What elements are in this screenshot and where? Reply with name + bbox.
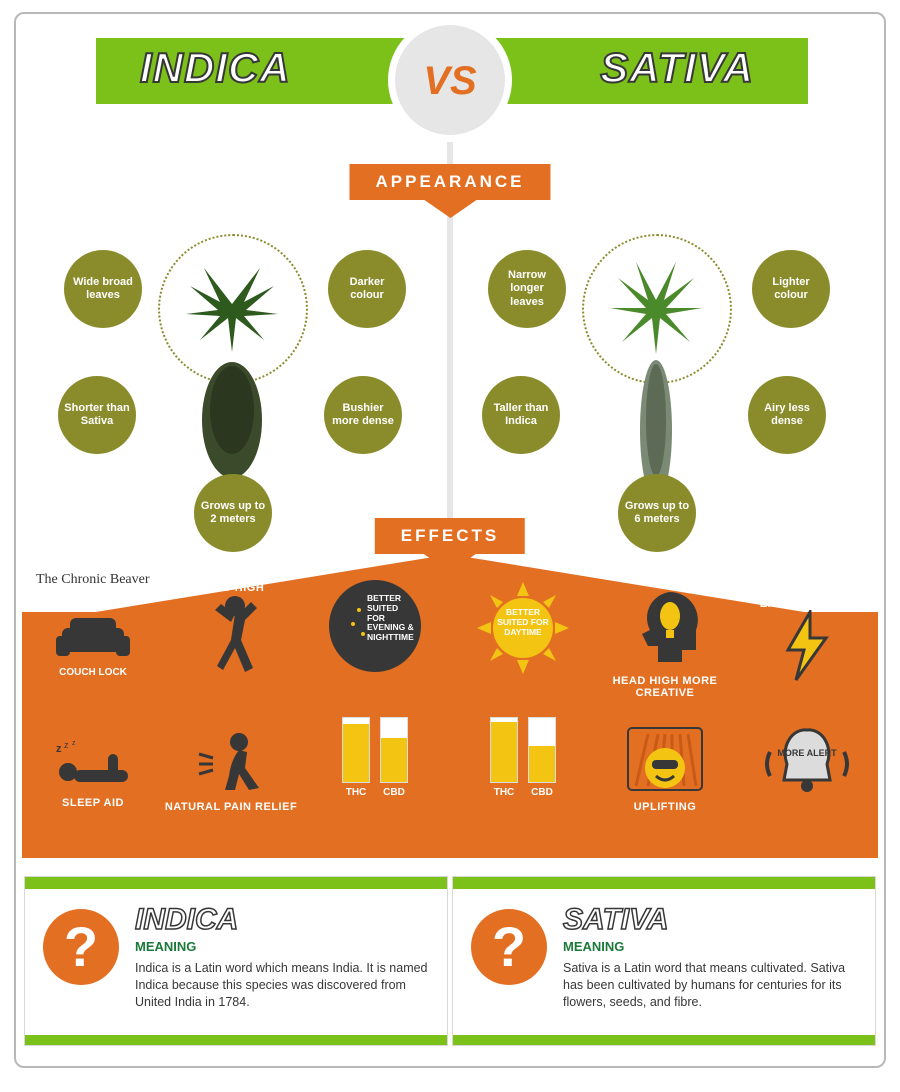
- effect-relaxing: RELAXING COUCH LOCK: [24, 594, 162, 678]
- appearance-bubble: Bushier more dense: [324, 376, 402, 454]
- bell-icon: [762, 724, 852, 800]
- moon-icon: BETTER SUITED FOR EVENING & NIGHTTIME: [329, 580, 421, 672]
- infographic-frame: INDICA SATIVA VS APPEARANCE Wide broad l…: [14, 12, 886, 1068]
- effects-sativa: BETTER SUITED FOR DAYTIME HEAD HIGH MORE…: [448, 612, 878, 858]
- appearance-bubble: Narrow longer leaves: [488, 250, 566, 328]
- credit-text: The Chronic Beaver: [36, 572, 150, 588]
- appearance-bubble: Airy less dense: [748, 376, 826, 454]
- svg-text:z: z: [64, 740, 69, 750]
- thc-cbd-indica: THC CBD: [306, 730, 444, 798]
- header-indica: INDICA: [140, 44, 291, 92]
- section-effects: EFFECTS: [375, 518, 525, 554]
- header-sativa: SATIVA: [600, 44, 754, 92]
- appearance-bubble: Shorter than Sativa: [58, 376, 136, 454]
- effect-body-high: BODY HIGH: [162, 578, 300, 681]
- sleep-icon: zzz: [50, 740, 136, 788]
- meaning-card-sativa: ? SATIVA MEANING Sativa is a Latin word …: [452, 876, 876, 1046]
- bolt-icon: [780, 610, 834, 682]
- thc-cbd-sativa: THC CBD: [454, 730, 592, 798]
- appearance-bubble: Grows up to 6 meters: [618, 474, 696, 552]
- meaning-desc-sativa: Sativa is a Latin word that means cultiv…: [563, 960, 857, 1011]
- effect-uplifting: UPLIFTING: [596, 726, 734, 813]
- vs-text: VS: [423, 59, 476, 103]
- section-appearance: APPEARANCE: [349, 164, 550, 200]
- effects-indica: RELAXING COUCH LOCK BODY HIGH BETTER SUI…: [22, 612, 452, 858]
- effect-nighttime: BETTER SUITED FOR EVENING & NIGHTTIME: [306, 580, 444, 672]
- dancing-icon: [201, 594, 261, 676]
- meaning-title-sativa: SATIVA: [563, 903, 857, 937]
- appearance-bubble: Grows up to 2 meters: [194, 474, 272, 552]
- meaning-card-indica: ? INDICA MEANING Indica is a Latin word …: [24, 876, 448, 1046]
- question-icon: ?: [471, 909, 547, 985]
- appearance-bubble: Lighter colour: [752, 250, 830, 328]
- appearance-sativa: Narrow longer leaves Lighter colour Taller…: [452, 230, 872, 530]
- pain-icon: [195, 730, 267, 792]
- uplift-icon: [626, 726, 704, 792]
- meaning-desc-indica: Indica is a Latin word which means India…: [135, 960, 429, 1011]
- effect-alert: MORE ALERT: [738, 724, 876, 805]
- meaning-sub-sativa: MEANING: [563, 939, 857, 954]
- leaf-icon-indica: [182, 260, 282, 360]
- appearance-bubble: Darker colour: [328, 250, 406, 328]
- appearance-bubble: Taller than Indica: [482, 376, 560, 454]
- head-icon: [628, 588, 702, 666]
- leaf-icon-sativa: [606, 260, 706, 360]
- effect-sleep: zzz SLEEP AID: [24, 740, 162, 809]
- svg-text:z: z: [56, 743, 62, 755]
- effect-pain: NATURAL PAIN RELIEF: [162, 730, 300, 813]
- effect-daytime: BETTER SUITED FOR DAYTIME: [454, 580, 592, 676]
- appearance-indica: Wide broad leaves Darker colour Shorter th…: [28, 230, 448, 530]
- effect-energy: ENERGY BOOST: [738, 594, 876, 687]
- couch-icon: [54, 610, 132, 662]
- appearance-bubble: Wide broad leaves: [64, 250, 142, 328]
- svg-text:z: z: [72, 740, 76, 747]
- sun-icon: BETTER SUITED FOR DAYTIME: [475, 580, 571, 676]
- meaning-title-indica: INDICA: [135, 903, 429, 937]
- effect-head-high: HEAD HIGH MORE CREATIVE: [596, 588, 734, 699]
- meaning-sub-indica: MEANING: [135, 939, 429, 954]
- question-icon: ?: [43, 909, 119, 985]
- vs-circle: VS: [388, 18, 512, 142]
